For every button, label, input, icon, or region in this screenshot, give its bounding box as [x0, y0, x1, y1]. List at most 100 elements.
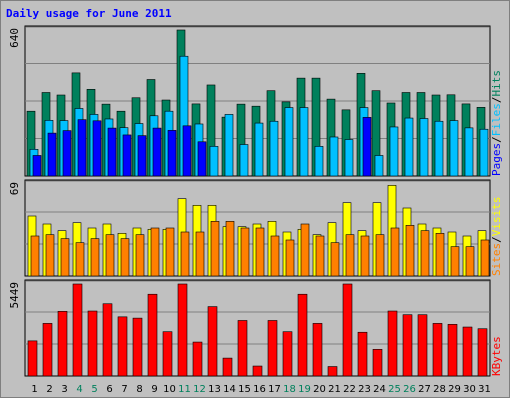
bar-files-day-20 [314, 146, 324, 177]
bar-sites-day-7 [120, 238, 130, 277]
y-axis-label-part: Pages [490, 143, 503, 176]
bar-kbytes-day-3 [57, 311, 68, 377]
bar-kbytes-day-8 [132, 317, 143, 377]
bar-kbytes-day-23 [357, 331, 368, 377]
bar-pages-day-9 [152, 127, 162, 177]
bar-kbytes-day-17 [267, 320, 278, 377]
bar-kbytes-day-9 [147, 293, 158, 377]
bar-kbytes-day-26 [402, 314, 413, 377]
bar-sites-day-24 [375, 234, 385, 277]
day-label-20: 20 [313, 384, 326, 395]
bar-files-day-17 [269, 120, 279, 177]
bar-kbytes-day-29 [447, 324, 458, 377]
bar-files-day-18 [284, 107, 294, 177]
y-axis-label-part: / [490, 236, 503, 243]
bar-kbytes-day-31 [477, 328, 488, 377]
bar-sites-day-1 [30, 235, 40, 277]
bar-sites-day-9 [150, 227, 160, 277]
bar-kbytes-day-22 [342, 283, 353, 377]
bar-sites-day-17 [270, 235, 280, 277]
panel-box [24, 279, 491, 377]
day-label-31: 31 [478, 384, 491, 395]
day-label-24: 24 [373, 384, 386, 395]
bar-files-day-22 [344, 139, 354, 177]
bar-kbytes-day-24 [372, 349, 383, 377]
bar-sites-day-8 [135, 234, 145, 277]
bar-files-day-26 [404, 117, 414, 177]
bar-sites-day-15 [240, 227, 250, 277]
bar-kbytes-day-16 [252, 365, 263, 377]
bar-pages-day-8 [137, 135, 147, 177]
bar-sites-day-3 [60, 238, 70, 277]
day-label-25: 25 [388, 384, 401, 395]
bar-files-day-19 [299, 107, 309, 177]
bar-pages-day-3 [62, 130, 72, 177]
bar-pages-day-23 [362, 117, 372, 177]
bar-pages-day-7 [122, 134, 132, 177]
bar-files-day-13 [209, 146, 219, 177]
bar-sites-day-23 [360, 235, 370, 277]
bar-kbytes-day-28 [432, 323, 443, 377]
bar-kbytes-day-21 [327, 366, 338, 377]
bar-sites-day-28 [435, 233, 445, 277]
bar-kbytes-day-1 [27, 340, 38, 377]
y-axis-label: Pages/Files/Hits [490, 70, 503, 176]
bar-pages-day-4 [77, 119, 87, 177]
bar-kbytes-day-12 [192, 341, 203, 377]
day-label-11: 11 [178, 384, 191, 395]
bar-sites-day-20 [315, 235, 325, 277]
bar-kbytes-day-25 [387, 310, 398, 377]
bar-sites-day-26 [405, 225, 415, 277]
y-axis-label: Sites/Visits [490, 197, 503, 277]
bar-kbytes-day-27 [417, 314, 428, 377]
panel-2: 69 Sites/Visits [8, 179, 503, 277]
bar-sites-day-30 [465, 246, 475, 277]
bar-sites-day-16 [255, 227, 265, 277]
bar-files-day-16 [254, 122, 264, 177]
bar-pages-day-1 [32, 155, 42, 177]
bar-sites-day-12 [195, 231, 205, 277]
bar-files-day-30 [464, 127, 474, 177]
day-label-18: 18 [283, 384, 296, 395]
day-label-7: 7 [121, 384, 127, 395]
bar-sites-day-2 [45, 234, 55, 277]
bar-sites-day-31 [480, 239, 490, 277]
y-axis-label-part: / [490, 97, 503, 104]
y-axis-label-part: Sites [490, 243, 503, 276]
bar-kbytes-day-7 [117, 316, 128, 377]
day-label-13: 13 [208, 384, 221, 395]
ymax-label: 5449 [8, 282, 21, 309]
day-label-6: 6 [106, 384, 112, 395]
day-label-8: 8 [136, 384, 142, 395]
bar-kbytes-day-30 [462, 326, 473, 377]
day-label-1: 1 [31, 384, 37, 395]
day-label-2: 2 [46, 384, 52, 395]
day-label-16: 16 [253, 384, 266, 395]
bar-sites-day-29 [450, 246, 460, 277]
bar-kbytes-day-4 [72, 283, 83, 377]
bar-sites-day-5 [90, 238, 100, 277]
bar-kbytes-day-11 [177, 283, 188, 377]
bar-sites-day-19 [300, 223, 310, 277]
day-label-10: 10 [163, 384, 176, 395]
day-label-27: 27 [418, 384, 431, 395]
bar-kbytes-day-19 [297, 293, 308, 377]
bar-files-day-21 [329, 136, 339, 177]
bar-kbytes-day-20 [312, 323, 323, 377]
bar-kbytes-day-10 [162, 331, 173, 377]
bar-files-day-29 [449, 120, 459, 177]
bar-kbytes-day-5 [87, 310, 98, 377]
ymax-label: 640 [8, 28, 21, 48]
bar-pages-day-5 [92, 120, 102, 177]
day-label-21: 21 [328, 384, 341, 395]
ymax-label: 69 [8, 182, 21, 195]
bar-pages-day-12 [197, 141, 207, 177]
bar-sites-day-10 [165, 227, 175, 277]
day-label-28: 28 [433, 384, 446, 395]
bar-kbytes-day-14 [222, 357, 233, 377]
y-axis-label-part: Files [490, 103, 503, 136]
chart-title: Daily usage for June 2011 [6, 7, 172, 20]
bar-sites-day-27 [420, 230, 430, 277]
